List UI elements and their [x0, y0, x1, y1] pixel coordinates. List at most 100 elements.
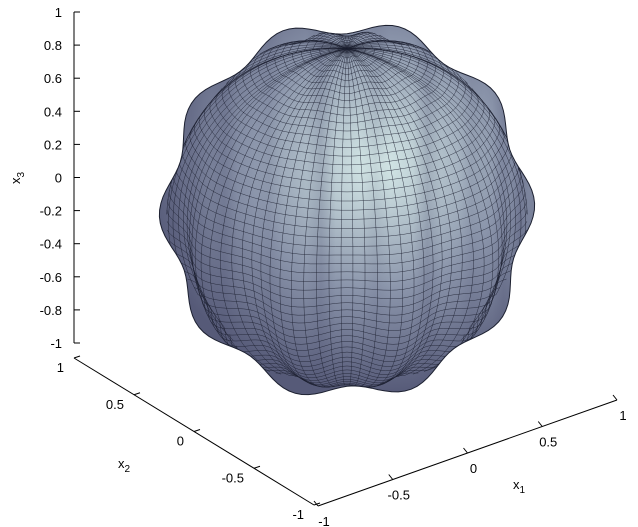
mesh-longitude: [241, 48, 348, 377]
mesh-latitude: [167, 229, 527, 300]
mesh-longitude: [305, 37, 348, 49]
mesh-longitude: [191, 48, 348, 354]
mesh-longitude: [215, 47, 348, 97]
z-tick-label: 0.6: [44, 71, 62, 86]
mesh-longitude: [220, 48, 348, 375]
mesh-longitude: [340, 48, 348, 386]
y-tick-label: 0: [177, 434, 184, 449]
x-axis-label-base: x: [513, 477, 520, 492]
y-tick-label: -1: [292, 507, 304, 522]
mesh-longitude: [346, 48, 500, 363]
mesh-longitude: [346, 48, 403, 388]
mesh-longitude: [251, 48, 348, 380]
mesh-longitude: [346, 47, 492, 114]
mesh-latitude: [197, 294, 497, 351]
mesh-longitude: [346, 48, 508, 327]
mesh-longitude: [346, 46, 468, 84]
y-tick-label: -0.5: [222, 470, 244, 485]
mesh-longitude: [346, 48, 415, 387]
mesh-longitude: [346, 48, 425, 385]
x-axis-label: x1: [513, 477, 526, 496]
mesh-longitude: [346, 48, 516, 295]
mesh-longitude: [346, 31, 366, 49]
x-tick-mark: [537, 421, 543, 427]
mesh-longitude: [189, 48, 348, 341]
mesh-latitude: [217, 318, 477, 367]
y-tick-mark: [253, 465, 261, 469]
mesh-longitude: [237, 44, 348, 72]
mesh-longitude: [346, 48, 503, 354]
z-tick-label: 1: [55, 5, 62, 20]
x-axis-label-sub: 1: [519, 485, 525, 496]
x-tick-mark: [313, 500, 319, 507]
x-tick-mark: [388, 474, 394, 480]
mesh-longitude: [346, 48, 453, 377]
x-tick-mark: [463, 447, 468, 454]
mesh-longitude: [279, 48, 348, 387]
y-tick-label: 1: [57, 360, 64, 375]
mesh-longitude: [346, 31, 371, 49]
mesh-longitude: [346, 33, 361, 49]
mesh-longitude: [346, 48, 391, 388]
z-axis-label: x3: [8, 172, 27, 185]
mesh-latitude: [187, 278, 507, 338]
mesh-longitude: [346, 48, 505, 341]
mesh-longitude: [346, 48, 474, 375]
sphere-surface: [158, 24, 536, 396]
x-axis-ticks: -1 -0.5 0 0.5 1: [313, 394, 627, 527]
ripple-shade: [165, 25, 184, 395]
mesh-longitude: [168, 48, 347, 246]
mesh-longitude: [328, 48, 348, 386]
mesh-latitude: [229, 334, 465, 375]
z-tick-label: 0.4: [44, 104, 62, 119]
mesh-longitude: [316, 48, 348, 387]
mesh-longitude: [346, 40, 401, 49]
x-tick-label: 1: [619, 408, 626, 423]
mesh-longitude: [346, 48, 354, 386]
mesh-latitude: [242, 353, 452, 381]
y-tick-mark: [193, 429, 201, 432]
mesh-longitude: [346, 35, 350, 49]
mesh-longitude: [346, 39, 394, 49]
ripple-shade: [458, 25, 485, 395]
mesh-longitude: [346, 35, 382, 49]
mesh-longitude: [172, 48, 348, 274]
mesh-longitude: [346, 40, 435, 55]
z-axis-label-sub: 3: [16, 172, 27, 178]
z-tick-label: -0.8: [40, 303, 62, 318]
mesh-longitude: [346, 48, 463, 376]
mesh-latitude: [251, 362, 443, 384]
mesh-longitude: [303, 48, 348, 388]
sphere-outline: [158, 24, 536, 396]
mesh-latitude: [223, 326, 471, 372]
y-axis-label: x2: [118, 456, 131, 475]
mesh-latitude: [236, 345, 458, 379]
mesh-longitude: [346, 48, 528, 215]
mesh-longitude: [346, 47, 479, 97]
z-tick-label: -0.2: [40, 204, 62, 219]
mesh-latitude: [173, 251, 521, 316]
mesh-longitude: [344, 35, 348, 49]
mesh-longitude: [339, 34, 348, 49]
y-tick-mark: [73, 355, 81, 359]
mesh-latitude: [166, 221, 528, 291]
mesh-longitude: [346, 34, 355, 49]
y-tick-label: 0.5: [106, 397, 124, 412]
mesh-longitude: [346, 37, 389, 49]
x-tick-label: -0.5: [388, 488, 410, 503]
mesh-longitude: [291, 48, 348, 388]
mesh-longitude: [318, 33, 348, 49]
mesh-longitude: [209, 48, 348, 372]
mesh-longitude: [194, 48, 348, 363]
mesh-latitude: [169, 240, 525, 308]
z-tick-label: -1: [50, 336, 62, 351]
x-tick-mark: [612, 394, 618, 401]
mesh-longitude: [346, 48, 366, 386]
mesh-latitude: [180, 269, 514, 331]
z-tick-label: 0.8: [44, 38, 62, 53]
mesh-longitude: [346, 48, 522, 274]
mesh-longitude: [260, 48, 348, 382]
mesh-longitude: [200, 48, 348, 369]
y-tick-mark: [133, 392, 141, 396]
